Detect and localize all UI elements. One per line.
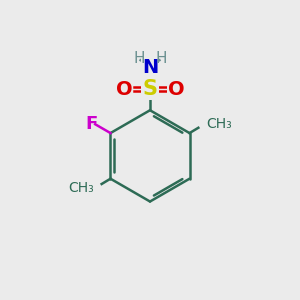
Text: S: S — [142, 79, 158, 99]
Text: H: H — [155, 51, 167, 66]
Text: H: H — [133, 51, 145, 66]
Text: CH₃: CH₃ — [68, 181, 94, 194]
Text: F: F — [85, 115, 97, 133]
Text: O: O — [116, 80, 132, 98]
Text: CH₃: CH₃ — [206, 117, 232, 131]
Text: N: N — [142, 58, 158, 77]
Text: O: O — [168, 80, 184, 98]
